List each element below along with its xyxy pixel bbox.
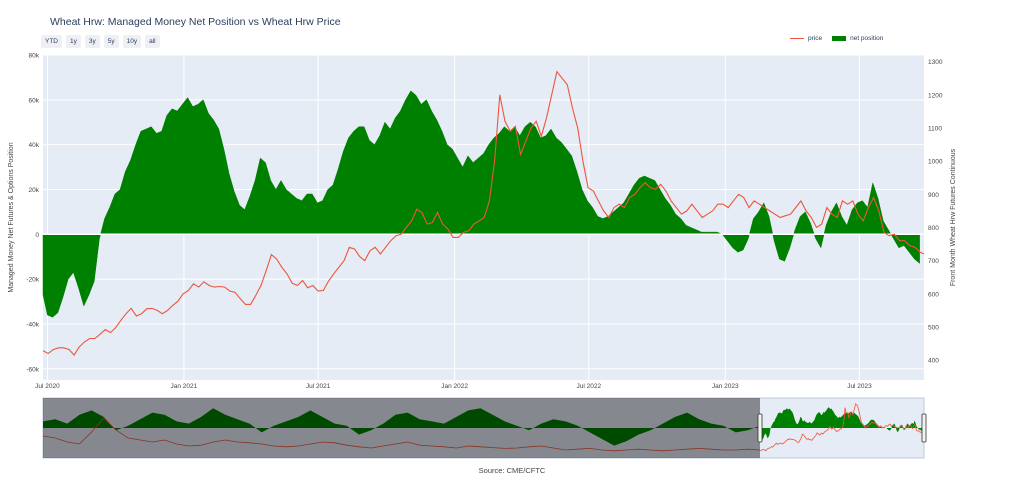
y-left-tick-label: 0: [35, 232, 39, 239]
y-left-tick-label: -40k: [26, 321, 39, 328]
legend-area-swatch: [832, 36, 847, 41]
range-button-10y[interactable]: 10y: [122, 35, 142, 48]
y-left-axis-title: Managed Money Net Futures & Options Posi…: [8, 142, 15, 292]
range-button-all[interactable]: all: [145, 35, 160, 48]
chart-title: Wheat Hrw: Managed Money Net Position vs…: [50, 16, 341, 28]
range-selector: YTD 1y 3y 5y 10y all: [41, 35, 160, 48]
legend-item-price[interactable]: price: [790, 35, 822, 42]
y-right-tick-label: 900: [928, 192, 939, 199]
series-price-line: [42, 70, 925, 357]
y-right-tick-label: 500: [928, 324, 939, 331]
legend-label-price: price: [808, 35, 823, 42]
x-tick-label: Jan 2022: [441, 383, 468, 390]
y-left-tick-label: 80k: [29, 53, 40, 60]
source-note: Source: CME/CFTC: [478, 466, 546, 475]
y-right-tick-label: 600: [928, 291, 939, 298]
y-left-tick-label: -60k: [26, 366, 39, 373]
y-right-tick-label: 1100: [928, 125, 942, 132]
series-net-position-area: [42, 90, 920, 318]
range-slider-right-handle[interactable]: [921, 413, 927, 443]
y-right-tick-label: 700: [928, 258, 939, 265]
x-tick-label: Jul 2021: [306, 383, 331, 390]
y-left-tick-label: 60k: [29, 97, 40, 104]
range-button-ytd[interactable]: YTD: [41, 35, 62, 48]
legend-line-swatch: [790, 37, 804, 40]
range-slider-history-line: [42, 417, 761, 452]
range-button-3y[interactable]: 3y: [84, 35, 100, 48]
y-right-tick-label: 1200: [928, 92, 943, 99]
y-left-tick-label: 40k: [29, 142, 40, 149]
y-right-tick-label: 800: [928, 225, 939, 232]
y-right-tick-label: 1000: [928, 159, 943, 166]
x-tick-label: Jul 2022: [577, 383, 602, 390]
range-button-5y[interactable]: 5y: [103, 35, 119, 48]
legend-item-net-position[interactable]: net position: [832, 35, 883, 42]
range-slider-history-area: [43, 408, 760, 446]
range-slider-left-handle[interactable]: [757, 413, 763, 443]
range-slider-net-area: [760, 407, 924, 440]
range-button-1y[interactable]: 1y: [66, 35, 81, 48]
y-right-tick-label: 1300: [928, 59, 943, 66]
y-right-axis-title: Front Month Wheat Hrw Futures Continuous: [950, 148, 957, 286]
legend-label-net-position: net position: [850, 35, 884, 42]
range-slider-price-line: [759, 402, 925, 452]
range-slider-mask: [43, 398, 760, 458]
x-tick-label: Jul 2020: [35, 383, 60, 390]
y-left-tick-label: -20k: [26, 277, 39, 284]
y-left-tick-label: 20k: [29, 187, 40, 194]
legend: price net position: [790, 35, 883, 42]
y-right-tick-label: 400: [928, 358, 939, 365]
x-tick-label: Jan 2021: [171, 383, 198, 390]
x-tick-label: Jul 2023: [847, 383, 872, 390]
x-tick-label: Jan 2023: [712, 383, 739, 390]
